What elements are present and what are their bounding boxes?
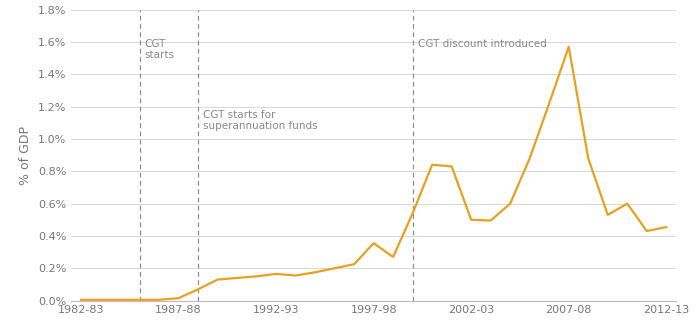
Text: CGT
starts: CGT starts	[145, 39, 175, 60]
Text: CGT starts for
superannuation funds: CGT starts for superannuation funds	[203, 110, 317, 131]
Text: CGT discount introduced: CGT discount introduced	[418, 39, 546, 49]
Y-axis label: % of GDP: % of GDP	[19, 126, 33, 185]
